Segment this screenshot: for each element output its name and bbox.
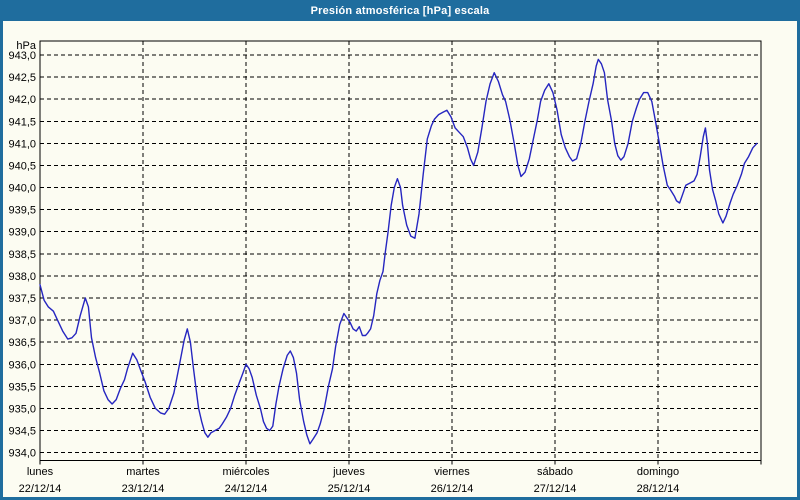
y-tick-label: 940,5 [8, 160, 36, 172]
x-day-label: viernes [434, 466, 470, 478]
plot-frame [39, 40, 762, 461]
title-bar: Presión atmosférica [hPa] escala [0, 0, 800, 21]
y-axis-unit-label: hPa [16, 40, 36, 52]
x-date-label: 26/12/14 [431, 483, 474, 495]
x-day-label: jueves [332, 466, 365, 478]
y-tick-label: 938,5 [8, 249, 36, 261]
x-day-label: sábado [537, 466, 573, 478]
x-day-label: domingo [637, 466, 679, 478]
x-day-label: martes [126, 466, 160, 478]
y-tick-label: 935,0 [8, 403, 36, 415]
y-tick-label: 937,5 [8, 293, 36, 305]
y-tick-label: 942,5 [8, 72, 36, 84]
x-date-label: 28/12/14 [637, 483, 680, 495]
y-tick-label: 935,5 [8, 381, 36, 393]
page-title: Presión atmosférica [hPa] escala [310, 4, 490, 17]
y-tick-label: 941,5 [8, 116, 36, 128]
y-tick-label: 939,0 [8, 227, 36, 239]
x-day-label: miércoles [222, 466, 270, 478]
pressure-series-line [39, 58, 758, 445]
x-date-label: 22/12/14 [19, 483, 62, 495]
y-tick-label: 934,0 [8, 448, 36, 460]
y-tick-label: 943,0 [8, 50, 36, 62]
y-tick-label: 941,0 [8, 138, 36, 150]
y-tick-label: 936,5 [8, 337, 36, 349]
y-tick-label: 940,0 [8, 183, 36, 195]
y-tick-label: 936,0 [8, 359, 36, 371]
y-tick-label: 938,0 [8, 271, 36, 283]
y-tick-label: 939,5 [8, 205, 36, 217]
chart-background [3, 21, 797, 497]
y-tick-label: 942,0 [8, 94, 36, 106]
x-date-label: 25/12/14 [328, 483, 371, 495]
x-date-label: 27/12/14 [534, 483, 577, 495]
y-tick-label: 934,5 [8, 426, 36, 438]
x-day-label: lunes [27, 466, 54, 478]
y-tick-label: 937,0 [8, 315, 36, 327]
x-date-label: 24/12/14 [225, 483, 268, 495]
x-date-label: 23/12/14 [122, 483, 165, 495]
